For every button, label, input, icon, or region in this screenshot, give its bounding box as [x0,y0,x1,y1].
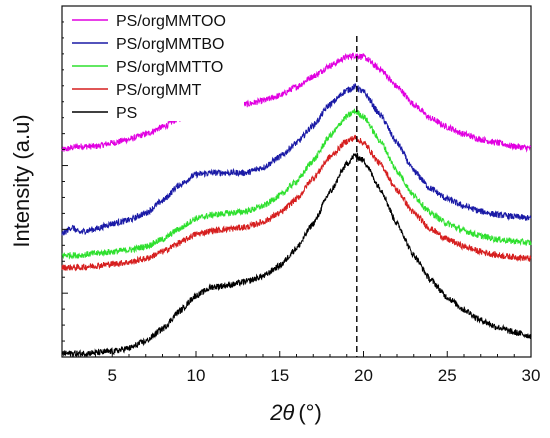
y-axis-label: Intensity (a.u) [9,114,34,247]
legend: PS/orgMMTOO PS/orgMMTBO PS/orgMMTTO PS/orgM… [64,8,244,122]
x-tick-label: 30 [522,366,541,385]
legend-label: PS/orgMMT [116,82,202,99]
x-tick-label: 25 [438,366,457,385]
y-axis-ticks [62,5,68,358]
legend-label: PS/orgMMTTO [116,59,223,76]
x-axis-label: 2θ (°) [269,400,322,425]
legend-label: PS [116,105,137,122]
x-tick-label: 5 [108,366,117,385]
x-tick-label: 10 [187,366,206,385]
series-line-ps-orgmmt [61,134,532,272]
series-layer [61,52,532,358]
series-line-ps-orgmmtbo [61,83,532,236]
series-line-ps-orgmmtoo [61,52,532,153]
x-axis-ticks: 5 10 15 20 25 30 [61,351,541,385]
legend-box [64,8,244,121]
x-tick-label: 15 [270,366,289,385]
series-line-ps-orgmmtto [61,108,532,260]
x-axis-unit: (°) [298,400,321,425]
x-axis-variable: 2θ [269,400,294,425]
series-line-ps [61,152,532,358]
x-tick-label: 20 [354,366,373,385]
legend-label: PS/orgMMTOO [116,13,226,30]
legend-label: PS/orgMMTBO [116,36,224,53]
